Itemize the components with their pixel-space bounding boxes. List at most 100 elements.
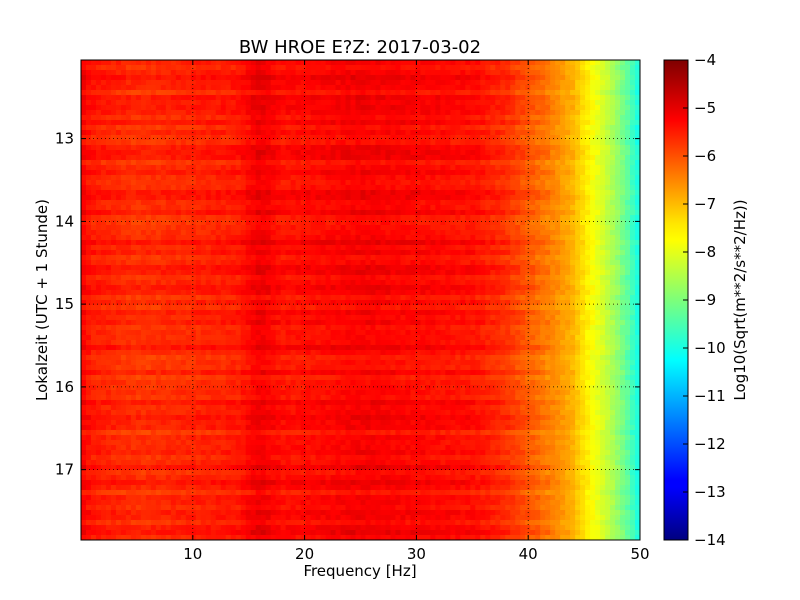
heatmap-cell [435,200,441,206]
heatmap-cell [81,95,87,101]
heatmap-cell [490,225,496,231]
heatmap-cell [350,275,357,281]
heatmap-cell [235,220,242,226]
heatmap-cell [435,195,441,201]
heatmap-cell [81,255,87,261]
heatmap-cell [220,150,227,156]
heatmap-cell [430,215,436,221]
heatmap-cell [410,205,416,211]
heatmap-cell [235,175,242,181]
heatmap-cell [81,90,87,96]
heatmap-cell [180,165,187,171]
heatmap-cell [525,135,531,141]
heatmap-cell [625,220,631,226]
heatmap-cell [250,245,257,251]
heatmap-cell [160,60,167,66]
heatmap-cell [315,175,322,181]
heatmap-cell [585,125,591,131]
heatmap-cell [355,250,362,256]
heatmap-cell [400,105,407,111]
heatmap-cell [110,180,117,186]
heatmap-cell [520,155,526,161]
heatmap-cell [385,90,392,96]
heatmap-cell [265,210,272,216]
heatmap-cell [250,135,257,141]
heatmap-cell [130,105,137,111]
heatmap-cell [635,100,640,106]
heatmap-cell [200,275,207,281]
heatmap-cell [595,225,601,231]
heatmap-cell [455,75,461,81]
heatmap-cell [485,165,491,171]
heatmap-cell [310,265,317,271]
heatmap-cell [565,225,571,231]
heatmap-cell [390,235,397,241]
heatmap-cell [195,195,202,201]
heatmap-cell [335,205,342,211]
heatmap-cell [115,205,122,211]
heatmap-cell [270,110,277,116]
heatmap-cell [325,90,332,96]
heatmap-cell [470,145,476,151]
heatmap-cell [425,275,431,281]
heatmap-cell [440,145,446,151]
heatmap-cell [180,140,187,146]
heatmap-cell [210,75,217,81]
heatmap-cell [400,205,407,211]
heatmap-cell [200,65,207,71]
heatmap-cell [485,125,491,131]
heatmap-cell [240,225,247,231]
heatmap-cell [630,255,636,261]
heatmap-cell [585,240,591,246]
heatmap-cell [375,60,382,66]
heatmap-cell [270,250,277,256]
heatmap-cell [350,245,357,251]
heatmap-cell [545,170,551,176]
heatmap-cell [375,200,382,206]
heatmap-cell [245,140,252,146]
heatmap-cell [375,195,382,201]
heatmap-cell [135,105,142,111]
heatmap-cell [550,120,556,126]
heatmap-cell [630,270,636,276]
heatmap-cell [340,125,347,131]
heatmap-cell [255,155,262,161]
heatmap-cell [540,200,546,206]
heatmap-cell [330,135,337,141]
heatmap-cell [580,260,586,266]
heatmap-cell [185,130,192,136]
heatmap-cell [550,140,556,146]
heatmap-cell [540,80,546,86]
heatmap-cell [200,90,207,96]
heatmap-cell [155,90,162,96]
heatmap-cell [315,150,322,156]
heatmap-cell [455,135,461,141]
heatmap-cell [305,70,312,76]
heatmap-cell [535,150,541,156]
heatmap-cell [135,140,142,146]
heatmap-cell [81,120,87,126]
heatmap-cell [450,130,456,136]
heatmap-cell [615,110,621,116]
heatmap-cell [135,260,142,266]
heatmap-cell [395,245,402,251]
heatmap-cell [540,175,546,181]
heatmap-cell [370,280,377,286]
heatmap-cell [330,175,337,181]
heatmap-cell [275,265,282,271]
heatmap-cell [550,260,556,266]
heatmap-cell [555,250,561,256]
heatmap-cell [110,155,117,161]
heatmap-cell [285,135,292,141]
heatmap-cell [350,145,357,151]
heatmap-cell [370,235,377,241]
heatmap-cell [315,75,322,81]
heatmap-cell [430,225,436,231]
heatmap-cell [195,145,202,151]
heatmap-cell [95,255,102,261]
heatmap-cell [165,135,172,141]
heatmap-cell [85,165,92,171]
heatmap-cell [230,130,237,136]
heatmap-cell [175,70,182,76]
heatmap-cell [355,205,362,211]
